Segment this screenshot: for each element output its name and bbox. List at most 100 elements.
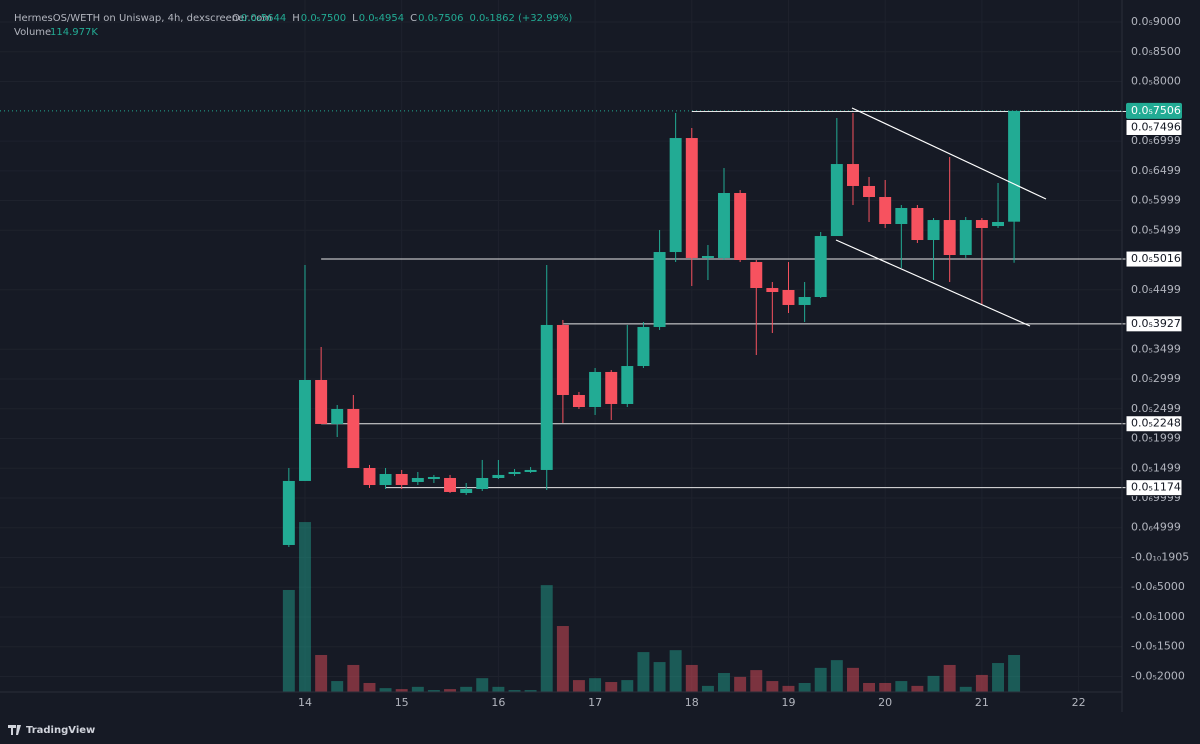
candle-body bbox=[540, 324, 553, 470]
volume-bar bbox=[363, 682, 376, 692]
ohlc-value: 0.0₅7506 bbox=[418, 13, 463, 24]
candle-body bbox=[444, 477, 457, 492]
volume-bar bbox=[830, 660, 843, 692]
price-line-box bbox=[1125, 118, 1183, 136]
candle-body bbox=[331, 408, 344, 424]
volume-bar bbox=[782, 685, 795, 692]
x-tick-label: 16 bbox=[491, 696, 505, 709]
y-tick-label: 0.0₅6499 bbox=[1131, 164, 1181, 177]
volume-bar bbox=[992, 663, 1005, 692]
volume-bar bbox=[492, 686, 505, 692]
candle-body bbox=[879, 196, 892, 225]
volume-bar bbox=[975, 674, 988, 692]
y-tick-label: 0.0₅9000 bbox=[1131, 15, 1181, 28]
ohlc-key: H bbox=[292, 13, 300, 24]
candle-body bbox=[363, 467, 376, 486]
price-line-box bbox=[1125, 415, 1183, 433]
candle-body bbox=[734, 193, 747, 260]
volume-bar bbox=[879, 682, 892, 692]
volume-bar bbox=[347, 664, 360, 692]
candle-body bbox=[863, 185, 876, 197]
logo-icon bbox=[8, 725, 21, 735]
volume-bar bbox=[669, 650, 682, 692]
volume-label: Volume bbox=[14, 27, 51, 38]
price-line-label: 0.0₅2248 bbox=[1131, 417, 1181, 430]
price-line-box bbox=[1125, 315, 1183, 333]
candle-body bbox=[669, 138, 682, 253]
volume-bar bbox=[959, 686, 972, 692]
candle-body bbox=[798, 297, 811, 305]
price-line-box bbox=[1125, 250, 1183, 268]
candle-body bbox=[589, 371, 602, 408]
y-tick-label: -0.0₆5000 bbox=[1131, 580, 1185, 593]
y-tick-label: 0.0₆4999 bbox=[1131, 521, 1181, 534]
candle-body bbox=[508, 471, 521, 475]
candle-body bbox=[492, 474, 505, 478]
volume-bar bbox=[895, 681, 908, 692]
volume-bar bbox=[943, 664, 956, 692]
candle-body bbox=[411, 477, 424, 482]
candle-body bbox=[637, 326, 650, 367]
volume-bar bbox=[556, 626, 569, 692]
x-tick-label: 14 bbox=[298, 696, 312, 709]
candle-body bbox=[524, 469, 537, 472]
candle-body bbox=[830, 164, 843, 237]
y-tick-label: 0.0₅1999 bbox=[1131, 432, 1181, 445]
x-tick-label: 17 bbox=[588, 696, 602, 709]
volume-bar bbox=[427, 690, 440, 692]
volume-bar bbox=[863, 682, 876, 692]
ohlc-key: C bbox=[410, 13, 417, 24]
volume-bar bbox=[798, 682, 811, 692]
volume-bar bbox=[701, 685, 714, 692]
candle-body bbox=[766, 288, 779, 293]
volume-value: 114.977K bbox=[50, 27, 98, 38]
y-tick-label: -0.0₅1500 bbox=[1131, 640, 1185, 653]
ohlc-value: 0.0₅4954 bbox=[359, 13, 404, 24]
volume-bar bbox=[572, 680, 585, 692]
candle-body bbox=[395, 474, 408, 486]
price-line-label: 0.0₅3927 bbox=[1131, 317, 1181, 330]
x-tick-label: 19 bbox=[781, 696, 795, 709]
volume-bar bbox=[299, 522, 311, 692]
ohlc-value: 0.0₅5644 bbox=[241, 13, 286, 24]
candle-body bbox=[347, 408, 360, 468]
volume-bar bbox=[1008, 654, 1021, 692]
volume-bar bbox=[847, 667, 859, 692]
candle-body bbox=[847, 164, 859, 186]
candle-body bbox=[701, 256, 714, 258]
symbol: HermesOS/WETH on Uniswap, 4h, dexscreene… bbox=[14, 13, 272, 24]
x-tick-label: 21 bbox=[975, 696, 989, 709]
candle-body bbox=[782, 289, 795, 305]
y-tick-label: 0.0₅5999 bbox=[1131, 194, 1181, 207]
volume-bar bbox=[927, 675, 940, 692]
ohlc-key: L bbox=[352, 13, 358, 24]
y-tick-label: -0.0₅1000 bbox=[1131, 610, 1185, 623]
ohlc-value: 0.0₅7500 bbox=[301, 13, 346, 24]
ohlc-key: O bbox=[232, 13, 240, 24]
volume-bar bbox=[814, 667, 827, 692]
volume-bar bbox=[621, 680, 634, 692]
candle-body bbox=[1008, 110, 1021, 222]
volume-bar bbox=[444, 689, 457, 692]
candle-body bbox=[653, 252, 666, 327]
candle-body bbox=[959, 220, 972, 256]
volume-bar bbox=[718, 673, 730, 692]
axis-layer: 0.0₅9000 0.0₅8500 0.0₅8000 0.0₅6999 0.0₅6499… bbox=[298, 15, 1189, 709]
candle-body bbox=[895, 207, 908, 225]
y-tick-label: -0.0₅2000 bbox=[1131, 669, 1185, 682]
candle-body bbox=[299, 380, 311, 481]
last-price-box bbox=[1126, 102, 1182, 119]
last-price-label: 0.0₅7506 bbox=[1131, 104, 1181, 117]
volume-bar bbox=[395, 689, 408, 692]
y-tick-label: 0.0₅5499 bbox=[1131, 223, 1181, 236]
candle-body bbox=[750, 262, 763, 289]
volume-bar bbox=[653, 662, 666, 692]
candle-body bbox=[315, 380, 328, 424]
volume-bar bbox=[605, 682, 618, 692]
x-tick-label: 20 bbox=[878, 696, 892, 709]
candle-body bbox=[927, 220, 940, 241]
x-tick-label: 15 bbox=[395, 696, 409, 709]
candle-layer bbox=[282, 110, 1021, 548]
y-tick-label: 0.0₅2999 bbox=[1131, 372, 1181, 385]
